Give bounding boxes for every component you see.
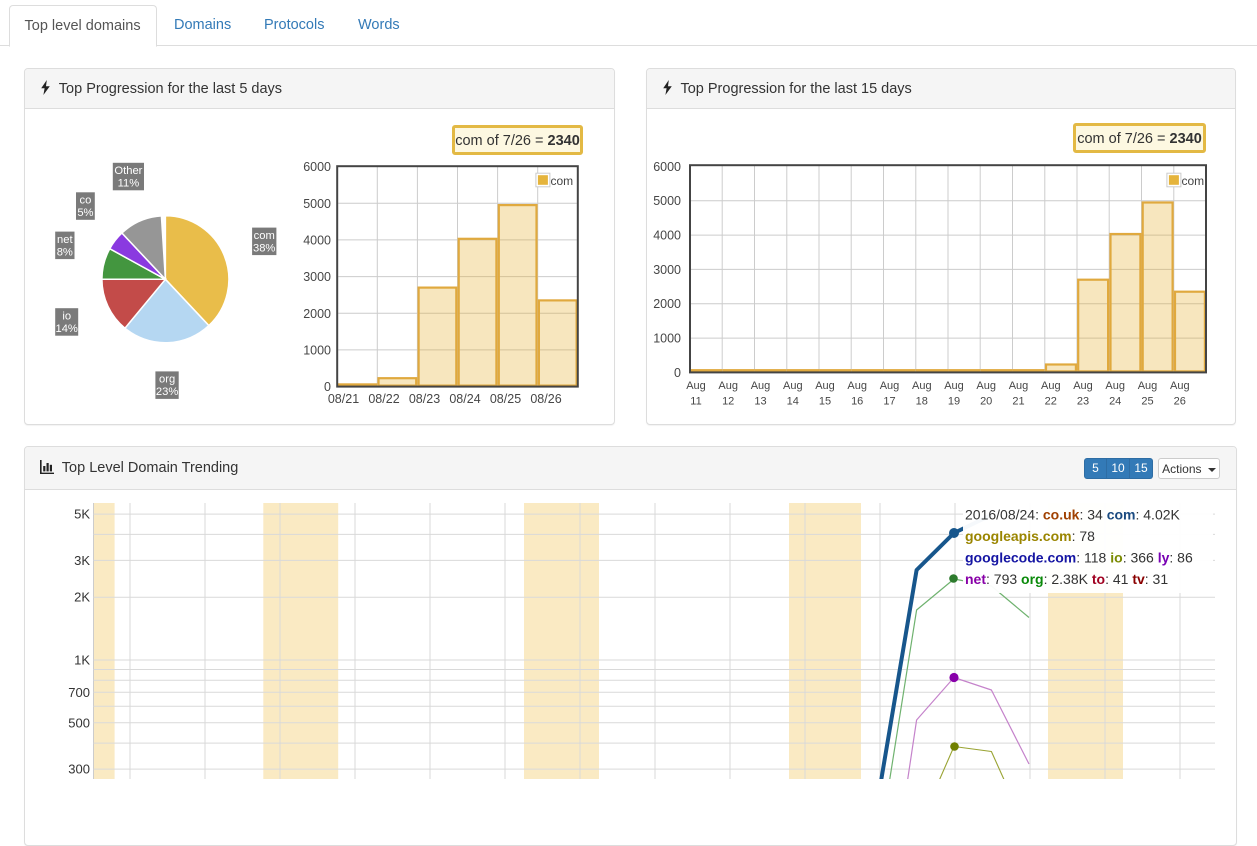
svg-text:Aug: Aug <box>1105 380 1125 392</box>
svg-text:1000: 1000 <box>303 343 331 357</box>
svg-text:300: 300 <box>68 762 90 777</box>
svg-text:18: 18 <box>916 396 928 408</box>
svg-text:Aug: Aug <box>783 380 803 392</box>
svg-text:1K: 1K <box>74 653 90 668</box>
svg-text:5000: 5000 <box>303 197 331 211</box>
svg-text:6000: 6000 <box>303 160 331 174</box>
svg-text:0: 0 <box>324 380 331 394</box>
svg-text:2016/08/24: co.uk: 34 com: 4.0: 2016/08/24: co.uk: 34 com: 4.02K <box>965 507 1181 523</box>
svg-text:38%: 38% <box>253 242 275 254</box>
svg-text:co: co <box>79 195 91 207</box>
svg-text:08/26: 08/26 <box>530 392 561 406</box>
svg-text:08/22: 08/22 <box>368 392 399 406</box>
svg-text:Aug: Aug <box>880 380 900 392</box>
svg-text:5K: 5K <box>74 507 90 522</box>
svg-text:20: 20 <box>980 396 992 408</box>
svg-text:net: 793 org: 2.38K to: 41 tv:: net: 793 org: 2.38K to: 41 tv: 31 <box>965 571 1168 587</box>
svg-text:Other: Other <box>114 165 142 177</box>
svg-text:2K: 2K <box>74 590 90 605</box>
svg-text:0: 0 <box>674 366 681 380</box>
svg-text:26: 26 <box>1174 396 1186 408</box>
svg-text:16: 16 <box>851 396 863 408</box>
svg-text:14%: 14% <box>55 323 77 335</box>
svg-text:Aug: Aug <box>976 380 996 392</box>
svg-text:Aug: Aug <box>944 380 964 392</box>
svg-text:6000: 6000 <box>653 160 681 174</box>
svg-text:Aug: Aug <box>1138 380 1158 392</box>
svg-text:19: 19 <box>948 396 960 408</box>
svg-text:11: 11 <box>690 396 701 408</box>
svg-text:13: 13 <box>754 396 766 408</box>
svg-text:23%: 23% <box>156 386 178 398</box>
svg-text:08/24: 08/24 <box>449 392 480 406</box>
svg-text:com: com <box>254 230 275 242</box>
svg-text:Aug: Aug <box>847 380 867 392</box>
svg-text:Aug: Aug <box>1170 380 1190 392</box>
svg-text:Aug: Aug <box>751 380 771 392</box>
svg-text:17: 17 <box>883 396 895 408</box>
svg-text:Aug: Aug <box>1009 380 1029 392</box>
svg-text:googleapis.com: 78: googleapis.com: 78 <box>965 528 1095 544</box>
svg-text:Aug: Aug <box>718 380 738 392</box>
svg-text:Aug: Aug <box>815 380 835 392</box>
svg-text:11%: 11% <box>118 178 140 190</box>
svg-text:Aug: Aug <box>912 380 932 392</box>
svg-text:Aug: Aug <box>1073 380 1093 392</box>
svg-text:5000: 5000 <box>653 194 681 208</box>
svg-text:500: 500 <box>68 715 90 730</box>
svg-text:Aug: Aug <box>1041 380 1061 392</box>
svg-text:25: 25 <box>1141 396 1153 408</box>
svg-text:3000: 3000 <box>653 263 681 277</box>
svg-text:com: com <box>551 174 574 188</box>
svg-text:08/23: 08/23 <box>409 392 440 406</box>
svg-text:2000: 2000 <box>653 297 681 311</box>
svg-text:net: net <box>57 234 73 246</box>
svg-text:4000: 4000 <box>653 229 681 243</box>
svg-text:15: 15 <box>819 396 831 408</box>
svg-text:4000: 4000 <box>303 233 331 247</box>
svg-text:24: 24 <box>1109 396 1121 408</box>
svg-text:2000: 2000 <box>303 307 331 321</box>
svg-text:22: 22 <box>1045 396 1057 408</box>
svg-text:1000: 1000 <box>653 332 681 346</box>
svg-text:com: com <box>1182 174 1205 188</box>
svg-text:23: 23 <box>1077 396 1089 408</box>
svg-text:googlecode.com: 118 io: 366 ly: googlecode.com: 118 io: 366 ly: 86 <box>965 550 1193 566</box>
svg-text:21: 21 <box>1012 396 1024 408</box>
svg-text:3000: 3000 <box>303 270 331 284</box>
svg-text:700: 700 <box>68 685 90 700</box>
svg-text:5%: 5% <box>77 207 93 219</box>
svg-text:3K: 3K <box>74 553 90 568</box>
svg-text:io: io <box>62 310 71 322</box>
svg-text:8%: 8% <box>57 246 73 258</box>
svg-text:Aug: Aug <box>686 380 706 392</box>
svg-text:08/25: 08/25 <box>490 392 521 406</box>
svg-text:14: 14 <box>787 396 799 408</box>
svg-text:12: 12 <box>722 396 734 408</box>
svg-text:08/21: 08/21 <box>328 392 359 406</box>
svg-text:org: org <box>159 374 175 386</box>
